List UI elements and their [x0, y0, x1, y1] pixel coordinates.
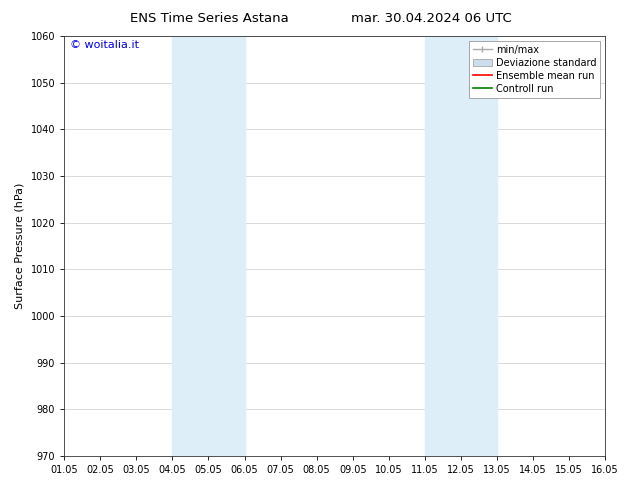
Text: mar. 30.04.2024 06 UTC: mar. 30.04.2024 06 UTC — [351, 12, 512, 25]
Text: © woitalia.it: © woitalia.it — [70, 40, 139, 50]
Legend: min/max, Deviazione standard, Ensemble mean run, Controll run: min/max, Deviazione standard, Ensemble m… — [469, 41, 600, 98]
Text: ENS Time Series Astana: ENS Time Series Astana — [130, 12, 288, 25]
Bar — [425, 36, 497, 456]
Y-axis label: Surface Pressure (hPa): Surface Pressure (hPa) — [15, 183, 25, 309]
Bar — [172, 36, 245, 456]
